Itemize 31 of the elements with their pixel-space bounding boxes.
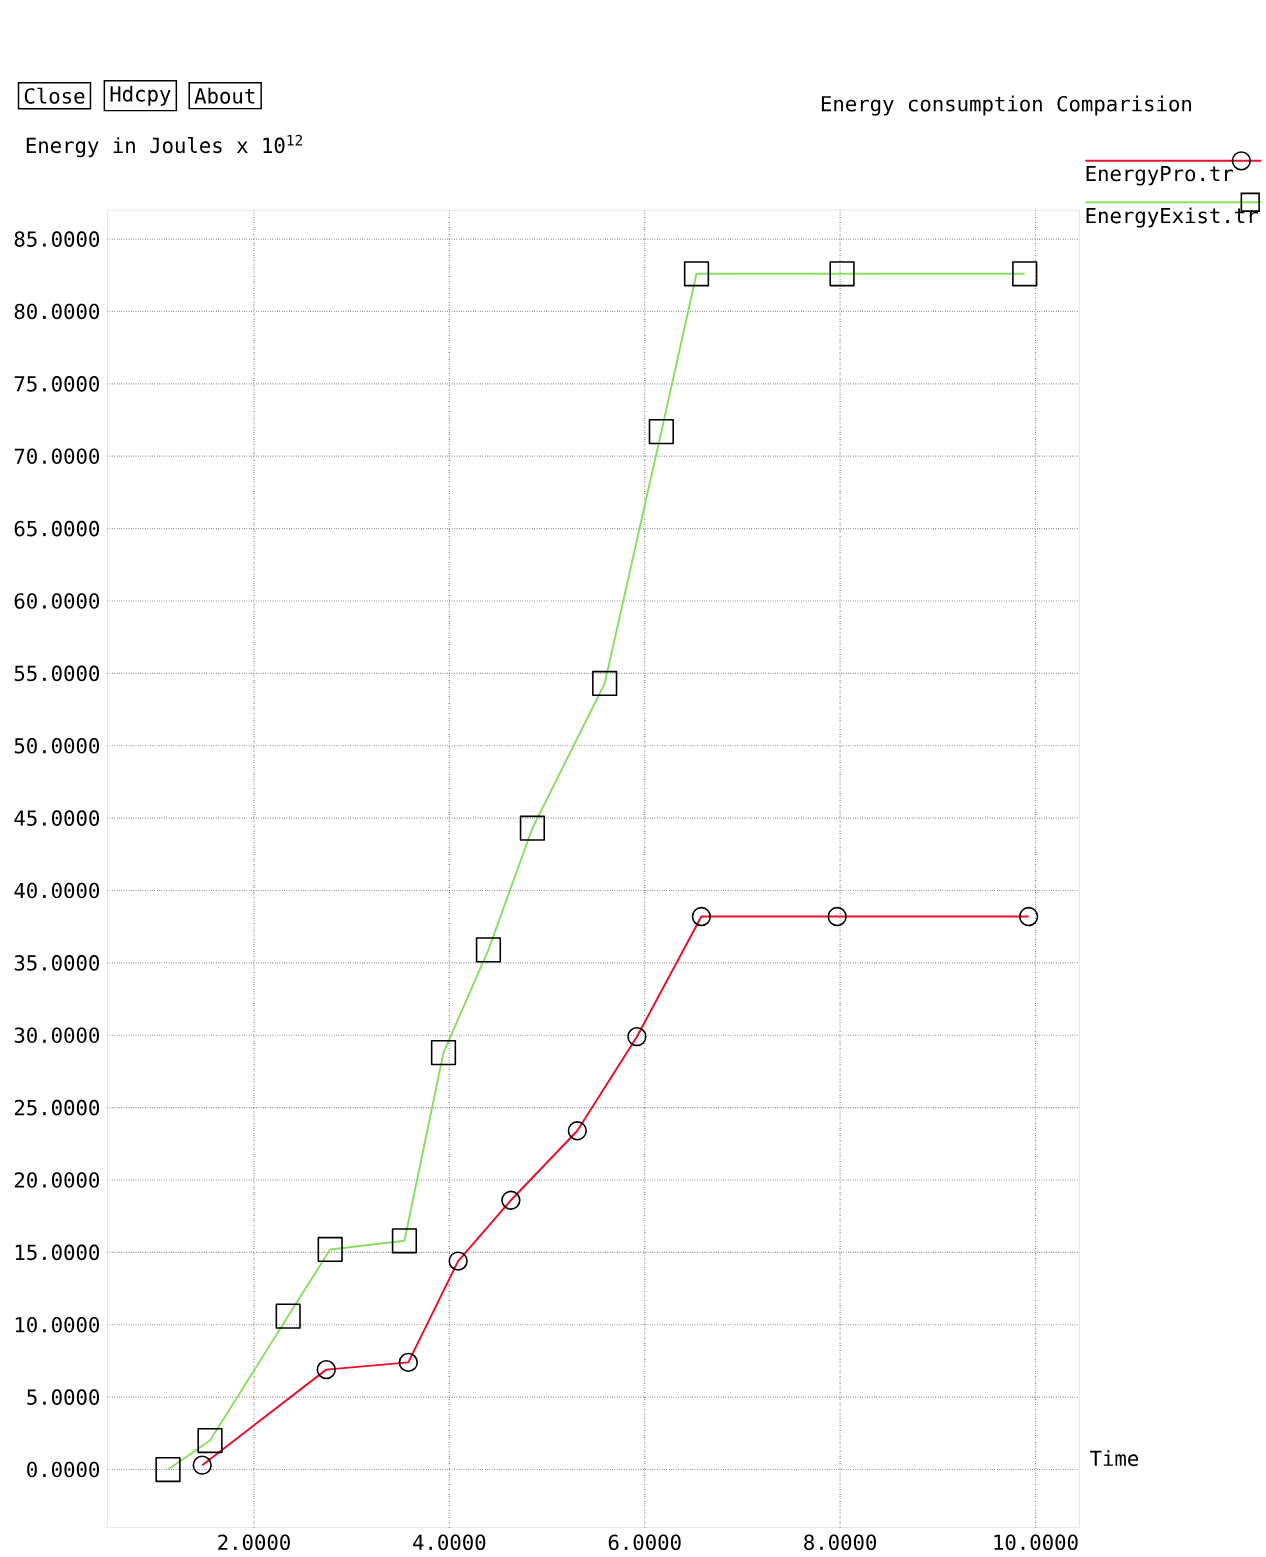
x-tick-label: 6.0000 xyxy=(608,1534,681,1551)
y-tick-label: 75.0000 xyxy=(14,376,100,392)
y-tick-label: 0.0000 xyxy=(27,1461,100,1478)
text: Hdcpy xyxy=(110,85,171,106)
x-axis-title: Time xyxy=(1090,1450,1139,1467)
y-tick-label: 65.0000 xyxy=(14,520,100,537)
y-tick-label: 50.0000 xyxy=(14,737,100,754)
x-tick-label: 2.0000 xyxy=(218,1534,290,1551)
legend-label: EnergyExist.tr xyxy=(1086,207,1258,228)
y-tick-label: 60.0000 xyxy=(14,593,100,609)
y-tick-label: 70.0000 xyxy=(14,448,100,465)
legend-label: EnergyPro.tr xyxy=(1086,165,1233,186)
y-tick-label: 55.0000 xyxy=(14,665,100,682)
y-tick-label: 10.0000 xyxy=(15,1316,100,1333)
x-tick-label: 4.0000 xyxy=(413,1534,486,1551)
y-tick-label: 25.0000 xyxy=(14,1099,100,1116)
x-tick-label: 10.0000 xyxy=(994,1534,1078,1551)
text: About xyxy=(194,87,255,104)
x-tick-label: 8.0000 xyxy=(804,1534,877,1551)
y-tick-label: 30.0000 xyxy=(14,1027,100,1044)
y-tick-label: 45.0000 xyxy=(14,810,100,826)
y-tick-label: 80.0000 xyxy=(14,303,100,320)
y-tick-label: 5.0000 xyxy=(27,1389,100,1405)
text: Close xyxy=(24,87,85,104)
chart-title: Energy consumption Comparision xyxy=(821,95,1191,116)
y-tick-label: 35.0000 xyxy=(14,955,100,971)
y-tick-label: 15.0000 xyxy=(15,1244,100,1261)
y-axis-title: Energy in Joules x 10$^{12}$ xyxy=(26,134,303,158)
y-tick-label: 40.0000 xyxy=(14,882,100,899)
y-tick-label: 20.0000 xyxy=(14,1172,100,1188)
y-tick-label: 85.0000 xyxy=(14,231,100,247)
